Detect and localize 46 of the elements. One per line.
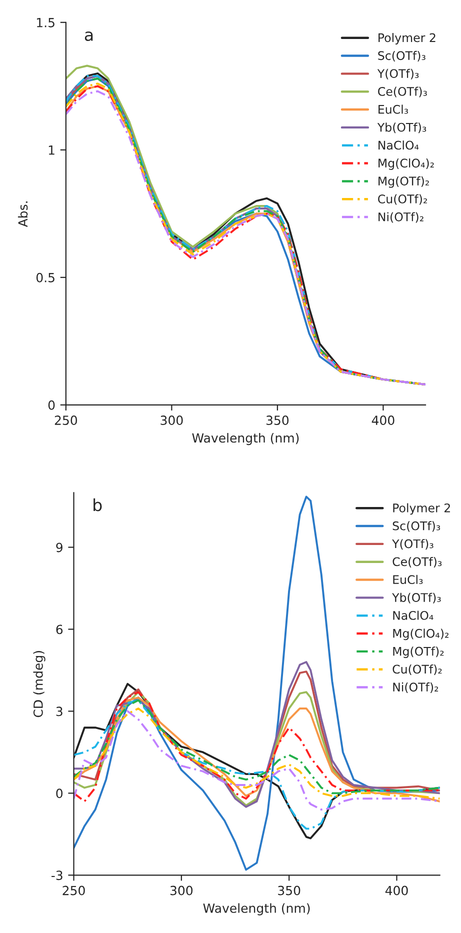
legend-label: Polymer 2 — [378, 33, 436, 44]
legend-label: Mg(ClO₄)₂ — [393, 628, 448, 640]
legend-label: Mg(OTf)₂ — [393, 646, 444, 658]
legend-label: Ce(OTf)₃ — [392, 557, 442, 568]
legend-label: Y(OTf)₃ — [392, 539, 434, 550]
y-tick-label: 0.5 — [36, 272, 54, 282]
x-tick-label: 400 — [372, 416, 394, 426]
line-series — [74, 699, 440, 830]
x-tick-label: 300 — [160, 416, 183, 426]
legend-label: EuCl₃ — [393, 574, 423, 584]
x-tick-label: 350 — [278, 886, 300, 896]
legend-label: Ni(OTf)₂ — [378, 212, 424, 223]
legend-label: Yb(OTf)₃ — [392, 592, 441, 604]
y-tick-label: -3 — [51, 870, 62, 880]
legend-label: NaClO₄ — [393, 610, 434, 620]
y-tick-label: 9 — [56, 542, 62, 552]
y-tick-label: 0 — [56, 788, 63, 798]
annotation: a — [84, 31, 93, 42]
legend-label: Ni(OTf)₂ — [393, 682, 438, 693]
y-tick-label: 0 — [48, 400, 55, 410]
legend-label: Mg(ClO₄)₂ — [378, 158, 434, 170]
legend-label: Sc(OTf)₃ — [392, 521, 440, 532]
y-tick-label: 6 — [56, 624, 63, 634]
x-axis-title: Wavelength (nm) — [192, 432, 299, 446]
annotation: b — [94, 498, 102, 512]
legend-label: Cu(OTf)₂ — [378, 194, 427, 205]
y-axis-title: Abs. — [18, 202, 28, 228]
y-axis-title: CD (mdeg) — [33, 651, 46, 718]
legend-label: Cu(OTf)₂ — [392, 664, 442, 676]
x-tick-label: 350 — [266, 416, 289, 426]
x-tick-label: 250 — [62, 886, 85, 896]
legend-label: Ce(OTf)₃ — [378, 86, 427, 98]
y-tick-label: 3 — [56, 706, 62, 716]
x-tick-label: 250 — [54, 416, 78, 426]
y-tick-label: 1 — [48, 146, 54, 155]
x-tick-label: 400 — [385, 886, 408, 896]
legend-label: Sc(OTf)₃ — [378, 50, 426, 62]
legend-label: NaClO₄ — [378, 140, 419, 150]
legend-label: Polymer 2 — [393, 503, 450, 515]
legend-label: Y(OTf)₃ — [377, 68, 419, 80]
y-tick-label: 1.5 — [37, 18, 54, 28]
legend-label: Mg(OTf)₂ — [378, 176, 429, 188]
x-axis-title: Wavelength (nm) — [203, 903, 310, 916]
legend-label: Yb(OTf)₃ — [377, 122, 426, 134]
x-tick-label: 300 — [170, 886, 193, 896]
legend-label: EuCl₃ — [378, 104, 408, 114]
